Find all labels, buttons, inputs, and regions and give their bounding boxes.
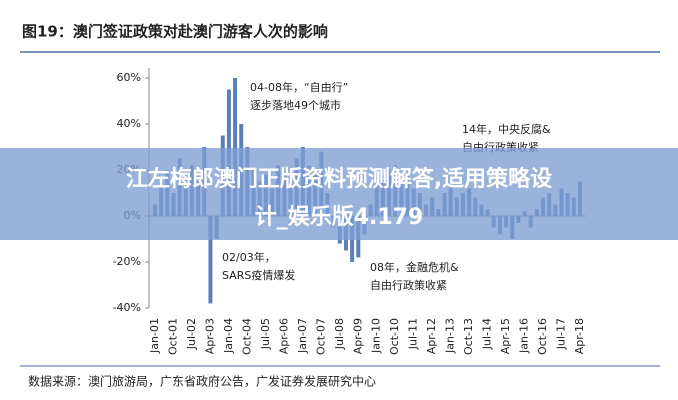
banner-text: 计_娱乐版4.179 [255, 205, 424, 230]
x-tick-label: Jul-11 [407, 318, 420, 350]
y-tick-label: 40% [117, 117, 141, 130]
x-tick-label: Oct-16 [536, 318, 549, 355]
x-tick-label: Jul-08 [333, 318, 346, 350]
x-tick-label: Jul-02 [185, 318, 198, 350]
y-tick-label: -20% [113, 255, 141, 268]
x-tick-label: Apr-15 [499, 318, 512, 354]
y-tick-label: -40% [113, 301, 141, 314]
annotation: 14年，中央反腐& [462, 122, 551, 136]
x-tick-label: Oct-07 [314, 318, 327, 355]
x-tick-label: Oct-01 [166, 318, 179, 355]
x-tick-label: Jan-13 [444, 318, 457, 354]
x-tick-label: Apr-09 [351, 318, 364, 354]
bar [208, 216, 213, 304]
y-tick-label: 60% [117, 71, 141, 84]
x-tick-label: Apr-18 [573, 318, 586, 354]
x-tick-label: Apr-06 [277, 318, 290, 354]
x-tick-label: Jan-04 [222, 318, 235, 354]
x-tick-label: Jul-17 [555, 318, 568, 350]
x-tick-label: Apr-03 [203, 318, 216, 354]
annotation: 逐步落地49个城市 [250, 98, 341, 112]
x-tick-label: Oct-10 [388, 318, 401, 355]
x-tick-label: Oct-13 [462, 318, 475, 355]
annotation: 04-08年，“自由行” [250, 80, 348, 94]
annotation: 08年，金融危机& [370, 260, 459, 274]
annotation: 自由行政策收紧 [370, 278, 447, 292]
x-tick-label: Apr-12 [425, 318, 438, 354]
banner [0, 148, 678, 240]
x-tick-label: Jan-16 [518, 318, 531, 354]
x-tick-label: Jan-10 [370, 318, 383, 354]
x-tick-label: Jan-01 [148, 318, 161, 354]
x-tick-label: Jul-05 [259, 318, 272, 350]
annotation: SARS疫情爆发 [222, 268, 295, 282]
x-tick-label: Jan-07 [296, 318, 309, 354]
x-tick-label: Jul-14 [481, 318, 494, 350]
bar [233, 78, 238, 216]
annotation: 02/03年， [222, 250, 276, 264]
chart-title: 图19：澳门签证政策对赴澳门游客人次的影响 [22, 23, 328, 41]
source: 数据来源：澳门旅游局，广东省政府公告，广发证券发展研究中心 [28, 374, 376, 389]
banner-text: 江左梅郎澳门正版资料预测解答,适用策略设 [126, 166, 552, 192]
x-tick-label: Oct-04 [240, 318, 253, 355]
